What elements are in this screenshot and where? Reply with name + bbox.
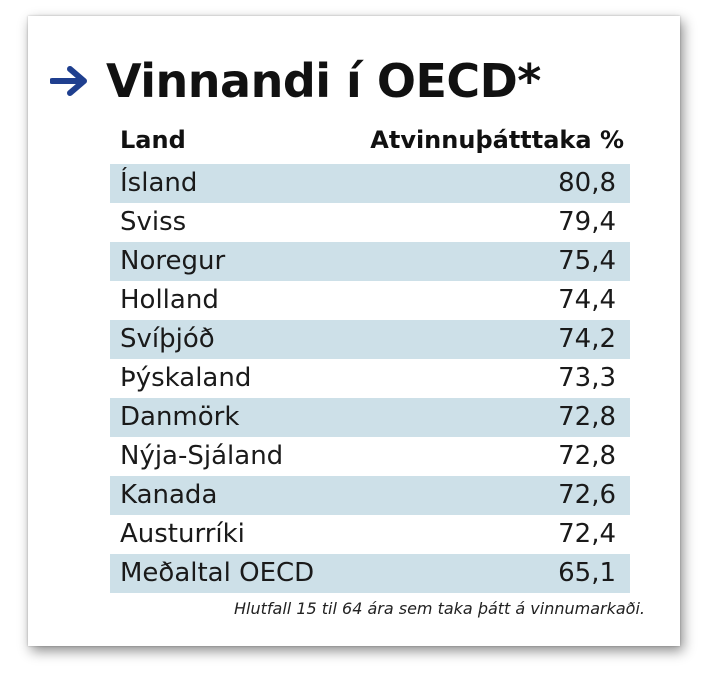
country-label: Meðaltal OECD [120,558,315,588]
chart-title: Vinnandi í OECD* [106,54,541,108]
table-row: Meðaltal OECD 65,1 [110,554,630,593]
participation-value: 65,1 [558,558,616,588]
participation-value: 72,6 [558,480,616,510]
participation-value: 72,4 [558,519,616,549]
participation-value: 73,3 [558,363,616,393]
table-row: Kanada 72,6 [110,476,630,515]
country-label: Nýja-Sjáland [120,441,284,471]
infographic-card: Vinnandi í OECD* Land Atvinnuþátttaka % … [28,16,680,646]
country-label: Sviss [120,207,187,237]
country-label: Austurríki [120,519,245,549]
participation-value: 79,4 [558,207,616,237]
participation-value: 72,8 [558,402,616,432]
country-label: Ísland [120,168,198,198]
country-label: Kanada [120,480,218,510]
right-arrow-icon [50,66,87,96]
participation-value: 74,2 [558,324,616,354]
table-row: Noregur 75,4 [110,242,630,281]
country-label: Holland [120,285,219,315]
country-label: Þýskaland [120,363,252,393]
table-row: Nýja-Sjáland 72,8 [110,437,630,476]
footnote: Hlutfall 15 til 64 ára sem taka þátt á v… [234,599,645,618]
title-row: Vinnandi í OECD* [50,54,541,108]
table-row: Danmörk 72,8 [110,398,630,437]
column-header-land: Land [120,126,186,154]
country-label: Danmörk [120,402,240,432]
table-row: Austurríki 72,4 [110,515,630,554]
participation-value: 74,4 [558,285,616,315]
table-row: Þýskaland 73,3 [110,359,630,398]
table-row: Ísland 80,8 [110,164,630,203]
participation-value: 75,4 [558,246,616,276]
data-table: Ísland 80,8 Sviss 79,4 Noregur 75,4 Holland 74,… [110,164,630,593]
country-label: Noregur [120,246,226,276]
table-row: Svíþjóð 74,2 [110,320,630,359]
table-row: Sviss 79,4 [110,203,630,242]
country-label: Svíþjóð [120,324,215,354]
table-header: Land Atvinnuþátttaka % [110,120,630,160]
participation-value: 72,8 [558,441,616,471]
column-header-participation: Atvinnuþátttaka % [370,126,624,154]
participation-value: 80,8 [558,168,616,198]
table-row: Holland 74,4 [110,281,630,320]
